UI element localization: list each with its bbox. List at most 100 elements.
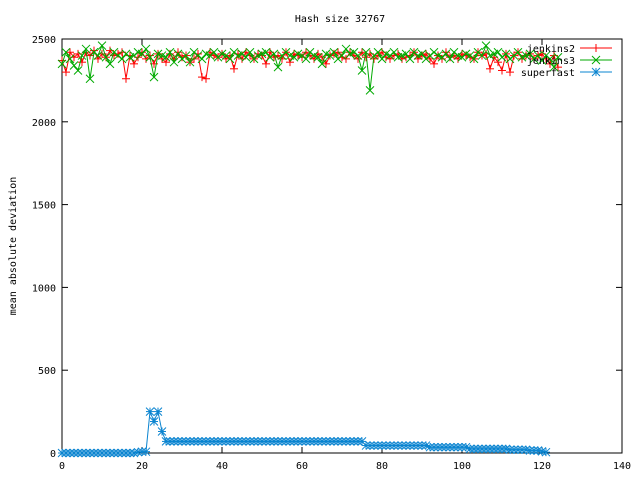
y-tick-label: 0 [50,449,56,460]
data-point [361,47,371,57]
data-point [78,58,86,67]
data-point [137,49,147,59]
data-point [469,54,479,64]
data-point [445,54,455,64]
legend-marker-jenkins3 [591,55,601,65]
data-point [322,59,330,68]
data-point [545,54,555,64]
data-point [353,51,363,60]
data-point [141,44,151,54]
data-point [117,54,127,64]
data-point [225,54,235,64]
data-point [57,59,67,69]
data-point [165,47,175,57]
plot-frame [61,38,623,454]
legend-label-superfast: superfast [521,68,575,79]
data-point [141,447,151,457]
data-point [373,47,383,57]
series-line-superfast [62,409,547,454]
data-point [185,57,195,67]
data-point [62,68,70,77]
x-tick-label: 20 [136,461,148,472]
data-point [173,49,183,59]
data-point [97,41,107,50]
data-point [66,48,74,57]
data-point [145,407,155,416]
data-point [157,427,167,436]
legend-marker-superfast [591,67,601,77]
data-point [181,51,191,60]
data-point [477,51,487,60]
y-tick-label: 500 [38,366,56,377]
data-point [541,447,551,457]
data-point [81,44,91,54]
chart-title: Hash size 32767 [295,14,385,25]
data-point [198,73,206,82]
x-tick-label: 40 [216,461,228,472]
data-point [329,47,339,57]
data-point [533,51,543,60]
data-point [337,51,347,60]
data-point [441,49,451,59]
x-tick-label: 0 [59,461,65,472]
data-point [417,49,427,59]
y-tick-label: 2000 [32,118,56,129]
data-point [254,49,262,58]
data-point [77,51,87,60]
data-point [549,62,559,72]
data-point [430,59,438,68]
data-point [554,63,562,72]
data-point [313,52,323,62]
data-point [401,49,411,59]
x-tick-label: 120 [533,461,551,472]
data-point [377,54,387,64]
data-point [273,62,283,72]
y-tick-label: 2500 [32,35,56,46]
data-point [145,52,155,62]
data-point [230,64,238,73]
data-point [241,52,251,62]
data-point [513,47,523,57]
x-tick-label: 100 [453,461,471,472]
data-point [286,58,294,67]
data-point [493,47,503,57]
data-point [202,74,210,83]
data-point [169,57,179,67]
x-tick-label: 60 [296,461,308,472]
data-point [61,47,71,57]
series-layer [57,41,563,458]
data-point [389,47,399,57]
data-point [365,85,375,95]
data-point [122,74,130,83]
data-point [105,59,115,69]
series-superfast [57,407,551,458]
axes: 0 20 40 60 80 100 120 140 0 500 1000 1500 2000 2500 [32,35,631,472]
data-point [525,49,535,59]
data-point [209,47,219,57]
data-point [357,66,367,75]
legend-label-jenkins2: jenkins2 [527,44,575,55]
data-point [501,49,511,59]
y-tick-label: 1000 [32,283,56,294]
x-tick-label: 80 [376,461,388,472]
data-point [65,54,75,64]
data-point [537,56,547,65]
data-point [197,54,207,64]
data-point [153,407,163,416]
data-point [85,74,95,84]
data-point [149,417,159,426]
data-point [161,52,171,62]
data-point [269,49,279,59]
data-point [245,47,255,57]
data-point [101,52,111,62]
data-point [341,44,351,54]
data-point [498,66,506,75]
data-point [149,72,159,82]
data-point [481,41,491,50]
data-point [494,58,502,67]
series-jenkins3 [57,41,563,95]
y-axis-label: mean absolute deviation [8,177,19,315]
data-point [261,47,271,57]
